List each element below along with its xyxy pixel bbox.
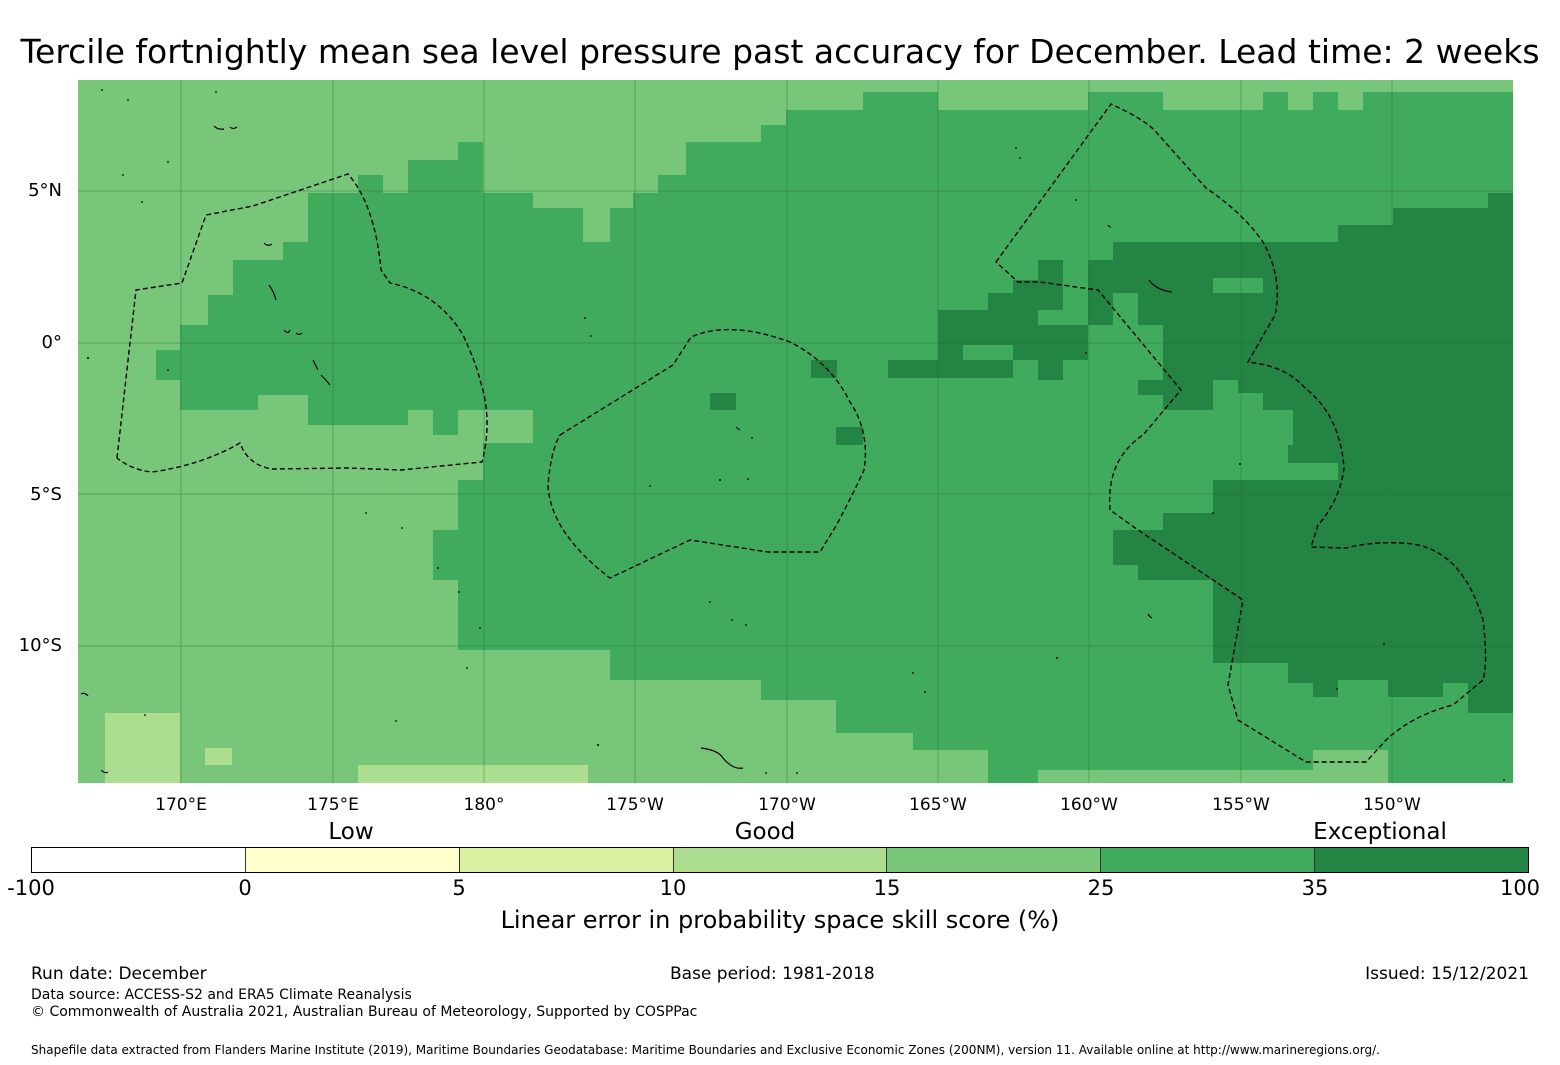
lat-label: 10°S [18,635,62,656]
colorbar-label: Linear error in probability space skill … [500,906,1060,934]
skill-cell [836,427,863,445]
colorbar-segment [459,848,674,872]
lat-label: 0° [41,332,62,353]
shapefile-credit: Shapefile data extracted from Flanders M… [31,1043,1380,1057]
lon-label: 155°W [1212,795,1270,815]
eez-tuvalu-wallis [116,173,488,473]
skill-region-10-15 [358,765,588,783]
category-label-exceptional: Exceptional [1313,819,1447,845]
eez-kiribati-line [995,103,1487,763]
eez-tokelau [547,328,867,579]
colorbar-tick: -100 [7,876,55,900]
eez-boundaries [116,103,1487,763]
skill-cell [78,580,81,780]
issued-date: Issued: 15/12/2021 [1365,964,1529,984]
skill-region-10-15 [105,713,180,783]
skill-cell [205,748,232,765]
skill-cell [710,393,736,410]
colorbar-tick: 5 [452,876,466,900]
lon-label: 165°W [909,795,967,815]
lon-label: 170°W [758,795,816,815]
colorbar-segment [32,848,246,872]
colorbar [31,847,1529,873]
base-period: Base period: 1981-2018 [670,964,875,984]
skill-cell [811,360,837,378]
skill-cell [1288,445,1313,463]
category-label-low: Low [328,819,374,845]
lon-label: 150°W [1363,795,1421,815]
skill-map [78,80,1513,783]
skill-cell [1163,393,1188,410]
colorbar-tick: 15 [873,876,901,900]
colorbar-segment [1101,848,1316,872]
colorbar-segment [887,848,1102,872]
lat-label: 5°S [30,484,62,505]
colorbar-tick: 35 [1301,876,1329,900]
colorbar-tick: 10 [659,876,687,900]
graticule [78,80,1513,783]
lon-label: 180° [463,795,505,815]
chart-title: Tercile fortnightly mean sea level press… [20,32,1540,71]
data-source: Data source: ACCESS-S2 and ERA5 Climate … [31,987,412,1003]
lon-label: 175°W [606,795,664,815]
colorbar-segment [245,848,460,872]
lon-label: 170°E [155,795,207,815]
lat-label: 5°N [28,180,62,201]
island-dots [87,89,1505,781]
colorbar-tick: 25 [1087,876,1115,900]
colorbar-tick: 100 [1499,876,1541,900]
colorbar-segment [673,848,888,872]
category-label-good: Good [734,819,796,845]
run-date: Run date: December [31,964,207,984]
islands [80,125,1173,774]
skill-region-35-100-central [888,260,1113,380]
colorbar-segment [1315,848,1529,872]
colorbar-tick: 0 [238,876,252,900]
lon-label: 175°E [307,795,359,815]
copyright: © Commonwealth of Australia 2021, Austra… [31,1004,698,1020]
lon-label: 160°W [1060,795,1118,815]
